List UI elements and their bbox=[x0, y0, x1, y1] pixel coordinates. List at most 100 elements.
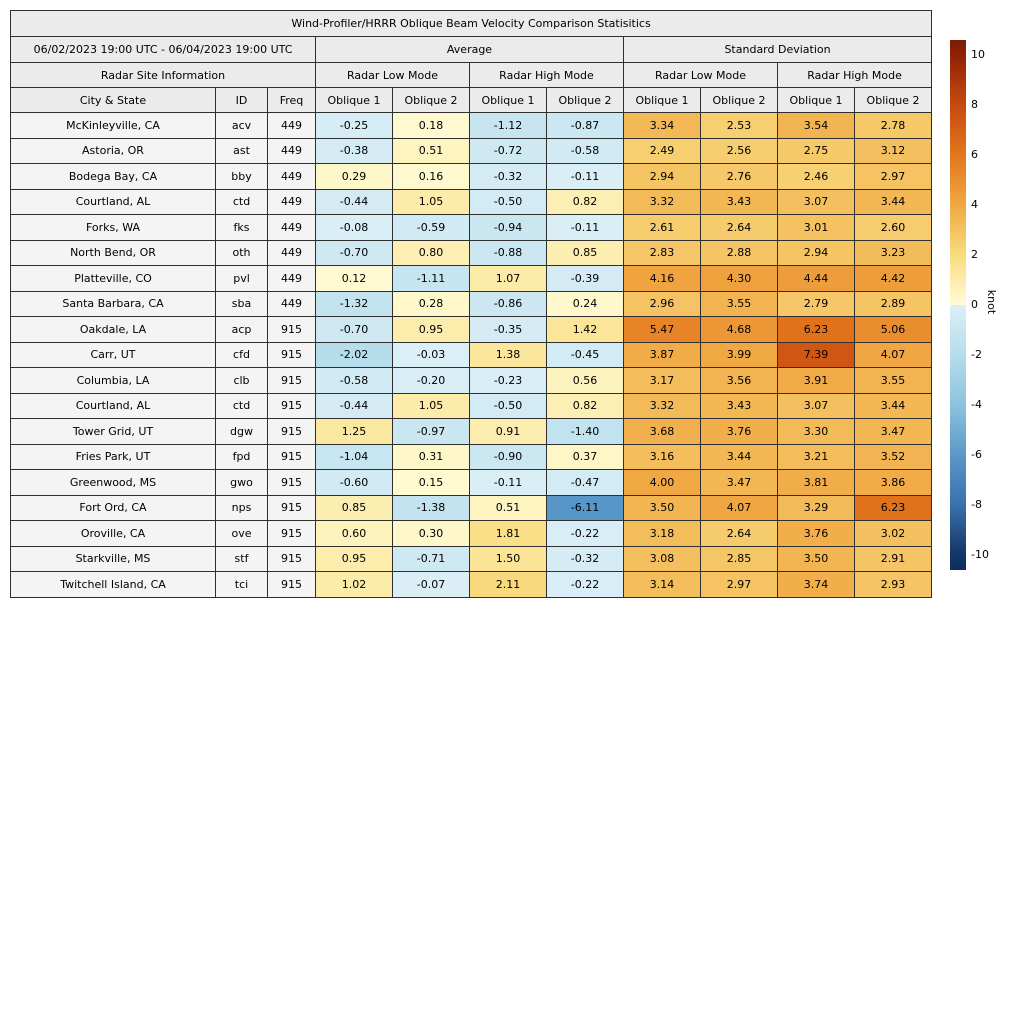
cell-value: 3.18 bbox=[623, 520, 701, 547]
cell-city-state: Starkville, MS bbox=[10, 545, 216, 572]
cell-value: 3.07 bbox=[777, 188, 855, 215]
cell-value: -0.11 bbox=[546, 214, 624, 241]
cell-value: 2.75 bbox=[777, 137, 855, 164]
cell-value: -0.70 bbox=[315, 239, 393, 266]
group-row-1: 06/02/2023 19:00 UTC - 06/04/2023 19:00 … bbox=[10, 36, 933, 63]
cell-value: 4.42 bbox=[853, 265, 933, 292]
cell-value: 3.02 bbox=[853, 520, 933, 547]
cell-city-state: Fries Park, UT bbox=[10, 443, 216, 470]
cell-value: -0.59 bbox=[392, 214, 470, 241]
cell-frequency: 915 bbox=[267, 367, 316, 394]
cell-value: 1.05 bbox=[392, 188, 470, 215]
cell-value: -0.97 bbox=[392, 418, 470, 445]
cell-city-state: Astoria, OR bbox=[10, 137, 216, 164]
table-row: Twitchell Island, CA tci 915 1.02 -0.07 2.11-… bbox=[10, 571, 933, 598]
cell-value: 0.18 bbox=[392, 112, 470, 139]
cell-value: -0.25 bbox=[315, 112, 393, 139]
velocity-comparison-table: Wind-Profiler/HRRR Oblique Beam Velocity… bbox=[9, 10, 933, 598]
id-header: ID bbox=[215, 87, 268, 113]
cell-value: -0.58 bbox=[546, 137, 624, 164]
cell-value: -0.44 bbox=[315, 392, 393, 419]
oblique1-header: Oblique 1 bbox=[469, 87, 547, 113]
cell-value: 3.50 bbox=[777, 545, 855, 572]
cell-value: -0.38 bbox=[315, 137, 393, 164]
table-row: Tower Grid, UT dgw 915 1.25 -0.97 0.91 -1.40 3.… bbox=[10, 418, 933, 445]
colorbar-tick-label: 4 bbox=[971, 198, 978, 211]
table-row: Courtland, AL ctd 449 -0.44 1.05 -0.50 0.82 3.3… bbox=[10, 188, 933, 215]
cell-value: -0.22 bbox=[546, 520, 624, 547]
table-row: Courtland, AL ctd 915 -0.44 1.05 -0.50 0.82 3.3… bbox=[10, 392, 933, 419]
cell-value: 3.14 bbox=[623, 571, 701, 598]
cell-value: 0.16 bbox=[392, 163, 470, 190]
colorbar-tick-label: -10 bbox=[971, 548, 989, 561]
colorbar-tick-label: 2 bbox=[971, 248, 978, 261]
cell-frequency: 915 bbox=[267, 418, 316, 445]
cell-value: 2.93 bbox=[853, 571, 933, 598]
cell-site-id: fks bbox=[215, 214, 268, 241]
cell-value: 1.50 bbox=[469, 545, 547, 572]
cell-value: -0.87 bbox=[546, 112, 624, 139]
cell-value: -0.86 bbox=[469, 290, 547, 317]
cell-value: -0.07 bbox=[392, 571, 470, 598]
cell-value: 3.47 bbox=[853, 418, 933, 445]
cell-value: 3.74 bbox=[777, 571, 855, 598]
cell-value: -0.60 bbox=[315, 469, 393, 496]
table-row: Fries Park, UT fpd 915 -1.04 0.31 -0.90 0.37 3.… bbox=[10, 443, 933, 470]
cell-value: -0.72 bbox=[469, 137, 547, 164]
cell-site-id: ctd bbox=[215, 188, 268, 215]
cell-value: 1.81 bbox=[469, 520, 547, 547]
cell-value: 0.37 bbox=[546, 443, 624, 470]
avg-low-mode-header: Radar Low Mode bbox=[315, 62, 470, 88]
cell-value: -0.58 bbox=[315, 367, 393, 394]
table-row: Fort Ord, CA nps 915 0.85 -1.38 0.51 -6.11 3.50… bbox=[10, 494, 933, 521]
table-row: Oakdale, LA acp 915 -0.70 0.95 -0.35 1.42 5.47 4… bbox=[10, 316, 933, 343]
cell-city-state: Platteville, CO bbox=[10, 265, 216, 292]
cell-city-state: Greenwood, MS bbox=[10, 469, 216, 496]
cell-value: 3.91 bbox=[777, 367, 855, 394]
cell-value: -0.44 bbox=[315, 188, 393, 215]
cell-value: -2.02 bbox=[315, 341, 393, 368]
cell-city-state: Santa Barbara, CA bbox=[10, 290, 216, 317]
cell-value: 2.96 bbox=[623, 290, 701, 317]
cell-value: 3.01 bbox=[777, 214, 855, 241]
cell-value: 0.51 bbox=[392, 137, 470, 164]
cell-frequency: 449 bbox=[267, 137, 316, 164]
cell-value: 3.07 bbox=[777, 392, 855, 419]
cell-value: 3.16 bbox=[623, 443, 701, 470]
table-row: Carr, UT cfd 915 -2.02 -0.03 1.38 -0.45 3.87 3.9… bbox=[10, 341, 933, 368]
cell-value: -1.40 bbox=[546, 418, 624, 445]
cell-value: 2.97 bbox=[700, 571, 778, 598]
cell-value: 2.97 bbox=[853, 163, 933, 190]
average-group-header: Average bbox=[315, 36, 624, 63]
cell-value: 0.51 bbox=[469, 494, 547, 521]
cell-value: -1.04 bbox=[315, 443, 393, 470]
cell-value: -1.38 bbox=[392, 494, 470, 521]
cell-frequency: 449 bbox=[267, 239, 316, 266]
cell-site-id: ast bbox=[215, 137, 268, 164]
cell-frequency: 449 bbox=[267, 214, 316, 241]
cell-value: 1.38 bbox=[469, 341, 547, 368]
cell-value: -0.03 bbox=[392, 341, 470, 368]
cell-value: 4.30 bbox=[700, 265, 778, 292]
cell-value: 4.00 bbox=[623, 469, 701, 496]
cell-city-state: Courtland, AL bbox=[10, 392, 216, 419]
cell-value: 3.76 bbox=[777, 520, 855, 547]
title-row: Wind-Profiler/HRRR Oblique Beam Velocity… bbox=[9, 10, 933, 37]
cell-value: -0.45 bbox=[546, 341, 624, 368]
cell-value: 2.78 bbox=[853, 112, 933, 139]
cell-value: 3.32 bbox=[623, 188, 701, 215]
table-row: Greenwood, MS gwo 915 -0.60 0.15 -0.11 -0.47 4.… bbox=[10, 469, 933, 496]
cell-site-id: dgw bbox=[215, 418, 268, 445]
cell-value: 5.06 bbox=[853, 316, 933, 343]
cell-value: 3.55 bbox=[853, 367, 933, 394]
cell-value: 3.68 bbox=[623, 418, 701, 445]
table-header: Wind-Profiler/HRRR Oblique Beam Velocity… bbox=[9, 10, 933, 113]
cell-value: -0.23 bbox=[469, 367, 547, 394]
cell-value: -0.88 bbox=[469, 239, 547, 266]
cell-city-state: North Bend, OR bbox=[10, 239, 216, 266]
cell-value: -0.22 bbox=[546, 571, 624, 598]
cell-site-id: gwo bbox=[215, 469, 268, 496]
cell-value: 2.79 bbox=[777, 290, 855, 317]
cell-value: 3.44 bbox=[853, 392, 933, 419]
page-title: Wind-Profiler/HRRR Oblique Beam Velocity… bbox=[9, 10, 933, 37]
